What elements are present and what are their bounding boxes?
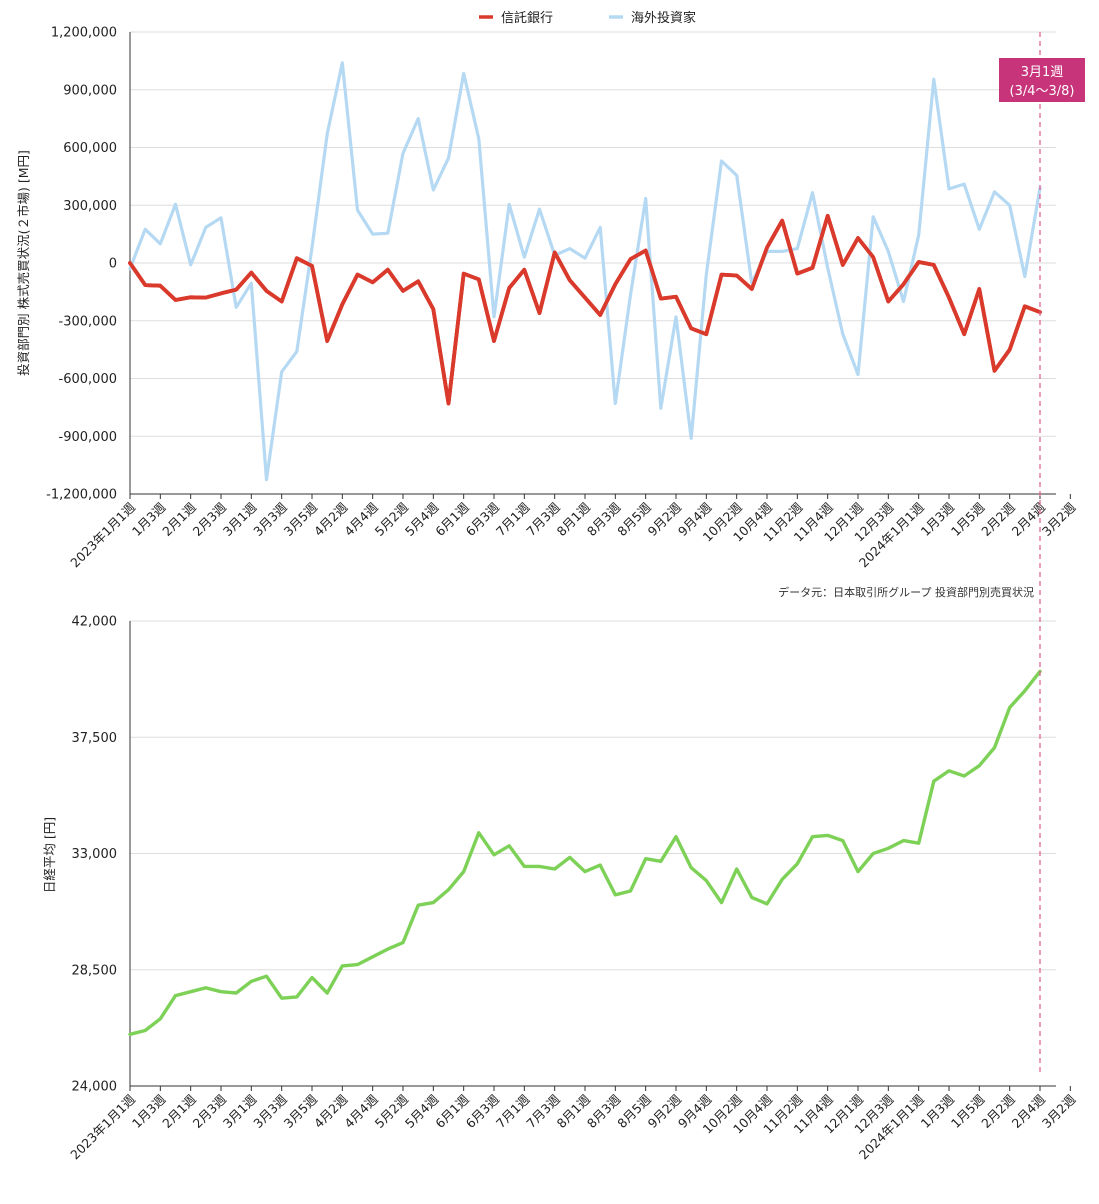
top-y-axis-title: 投資部門別 株式売買状況(２市場) [M円]	[16, 150, 31, 376]
week-callout-line2: (3/4〜3/8)	[1010, 84, 1075, 99]
legend-label-0: 信託銀行	[501, 10, 553, 26]
top-ytick-label: 300,000	[63, 199, 117, 214]
top-series-line-trust-banks-front	[128, 213, 1042, 406]
top-series-line-trust-banks	[128, 213, 1042, 406]
top-xtick-label: 2023年1月1週	[67, 499, 138, 570]
week-callout-line1: 3月1週	[1021, 65, 1064, 80]
bottom-ytick-label: 37,500	[72, 731, 118, 746]
bottom-ytick-label: 28,500	[72, 963, 118, 978]
top-ytick-label: -600,000	[59, 372, 117, 387]
bottom-series-line-nikkei	[128, 669, 1042, 1037]
top-ytick-label: 1,200,000	[51, 26, 117, 41]
bottom-ytick-label: 42,000	[72, 615, 118, 630]
top-ytick-label: 600,000	[63, 141, 117, 156]
bottom-ytick-label: 33,000	[72, 847, 118, 862]
top-series-line-foreign-investors	[128, 61, 1042, 482]
top-ytick-label: 0	[109, 257, 117, 272]
bottom-y-axis-title: 日経平均 [円]	[42, 817, 57, 893]
top-ytick-label: 900,000	[63, 83, 117, 98]
top-ytick-label: -900,000	[59, 430, 117, 445]
top-xtick-label: 3月2週	[1039, 499, 1079, 539]
top-ytick-label: -1,200,000	[46, 488, 117, 503]
legend-label-1: 海外投資家	[631, 10, 696, 26]
top-ytick-label: -300,000	[59, 314, 117, 329]
week-callout-box	[999, 58, 1085, 102]
bottom-xtick-label: 3月2週	[1039, 1091, 1079, 1131]
bottom-xtick-label: 2023年1月1週	[67, 1091, 138, 1162]
bottom-ytick-label: 24,000	[72, 1080, 118, 1095]
source-note: データ元：日本取引所グループ 投資部門別売買状況	[778, 585, 1034, 599]
